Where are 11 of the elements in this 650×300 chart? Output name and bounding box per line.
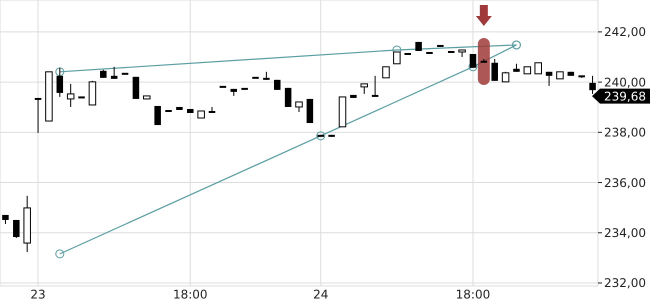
x-tick-label: 18:00 bbox=[172, 288, 208, 300]
text: 239,68 bbox=[604, 90, 646, 104]
y-tick-label: 234,00 bbox=[604, 226, 646, 240]
x-tick-label: 18:00 bbox=[456, 288, 490, 300]
x-tick-label: 23 bbox=[30, 288, 46, 300]
y-tick-label: 232,00 bbox=[604, 276, 646, 290]
x-tick-label: 24 bbox=[313, 288, 328, 300]
y-tick-label: 238,00 bbox=[604, 126, 646, 140]
y-tick-label: 240,00 bbox=[604, 75, 646, 90]
y-tick-label: 242,00 bbox=[604, 25, 646, 40]
y-tick-label: 236,00 bbox=[604, 176, 646, 190]
